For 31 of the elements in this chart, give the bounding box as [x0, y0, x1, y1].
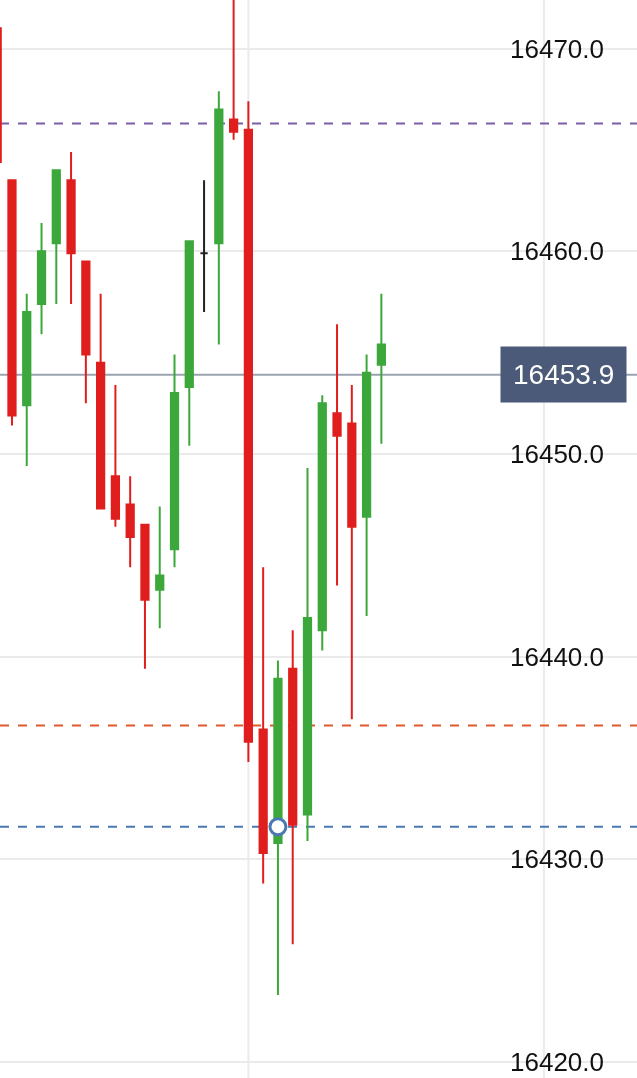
candlestick [169, 353, 180, 569]
candlestick [302, 467, 313, 842]
y-tick-label: 16420.0 [510, 1046, 604, 1077]
candlestick [36, 221, 47, 336]
candlestick [199, 179, 209, 314]
candlestick [228, 0, 239, 141]
candlestick [66, 150, 76, 305]
candlestick [258, 566, 268, 885]
candlestick [332, 323, 342, 587]
y-tick-label: 16470.0 [510, 33, 604, 64]
ref-line-label: 16453.9 [513, 359, 615, 390]
candlestick [184, 240, 194, 447]
y-tick-label: 16430.0 [510, 844, 604, 875]
candlestick [317, 394, 327, 652]
candlestick [376, 292, 386, 445]
candlestick [155, 505, 165, 630]
candlestick [140, 523, 150, 670]
y-tick-label: 16460.0 [510, 236, 604, 267]
y-tick-label: 16440.0 [510, 641, 604, 672]
candlestick [96, 292, 106, 510]
candlestick [81, 260, 91, 405]
candlestick [125, 475, 135, 569]
candlestick [51, 169, 61, 305]
candlestick [361, 353, 372, 617]
candlestick [288, 629, 298, 946]
candlestick [110, 384, 121, 528]
candlestick [7, 179, 17, 427]
candlestick [347, 384, 357, 721]
candlestick [22, 292, 32, 468]
candlestick [214, 90, 224, 346]
y-tick-label: 16450.0 [510, 438, 604, 469]
